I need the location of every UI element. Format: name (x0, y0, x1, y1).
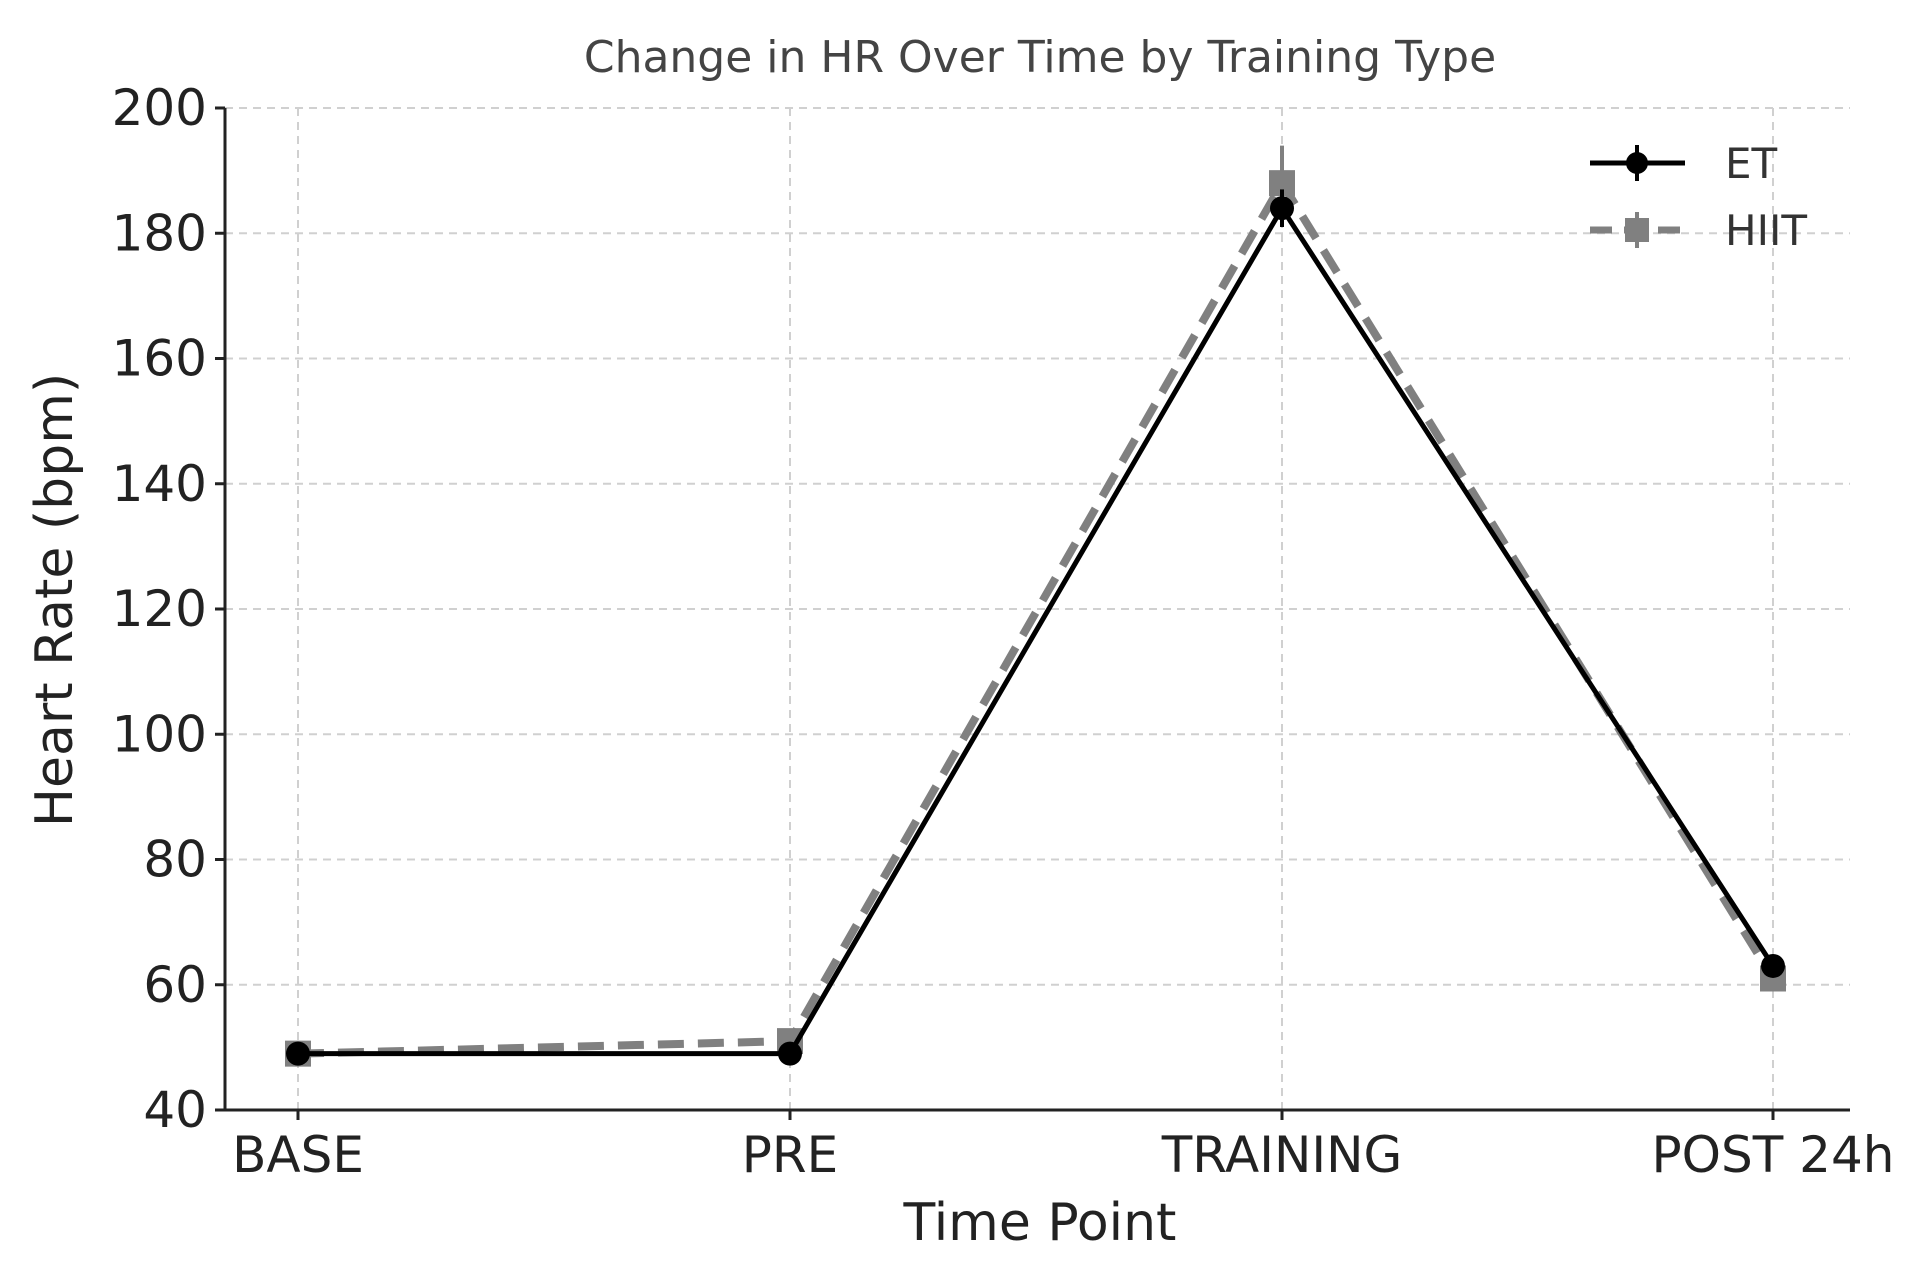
y-tick-label: 40 (143, 1081, 207, 1139)
data-point-et (1270, 196, 1294, 221)
y-tick-label: 100 (112, 705, 207, 763)
grid-lines (225, 107, 1850, 1110)
y-tick-label: 200 (112, 79, 207, 137)
data-point-et (778, 1041, 802, 1066)
legend-label: ET (1725, 139, 1778, 188)
legend-entry-et: ET (1590, 139, 1778, 188)
x-axis-label: Time Point (903, 1193, 1177, 1253)
y-tick-label: 60 (143, 956, 207, 1014)
series-layer (285, 145, 1786, 1067)
x-tick-label: TRAINING (1161, 1126, 1403, 1184)
y-tick-label: 120 (112, 580, 207, 638)
legend: ET HIIT (1590, 139, 1807, 255)
x-tick-label: PRE (742, 1126, 838, 1184)
series-line-hiit (297, 179, 1777, 1058)
x-tick-label: POST 24h (1652, 1126, 1895, 1184)
y-tick-label: 140 (112, 455, 207, 513)
legend-label: HIIT (1725, 206, 1807, 255)
chart-title: Change in HR Over Time by Training Type (584, 32, 1496, 83)
y-tick-label: 180 (112, 204, 207, 262)
x-tick-label: BASE (232, 1126, 364, 1184)
legend-entry-hiit: HIIT (1590, 206, 1807, 255)
y-tick-label: 160 (112, 330, 207, 388)
series-line-et (298, 205, 1776, 1057)
data-point-et (286, 1041, 310, 1066)
y-axis-label: Heart Rate (bpm) (25, 373, 85, 827)
series-et (286, 189, 1785, 1066)
tick-labels: 40 60 80 100 120 140 160 180 200 BASE PRE TRAINING P… (112, 79, 1895, 1184)
series-hiit (285, 145, 1786, 1067)
data-point-et (1761, 953, 1785, 978)
y-tick-label: 80 (143, 831, 207, 889)
axes (215, 106, 1850, 1120)
